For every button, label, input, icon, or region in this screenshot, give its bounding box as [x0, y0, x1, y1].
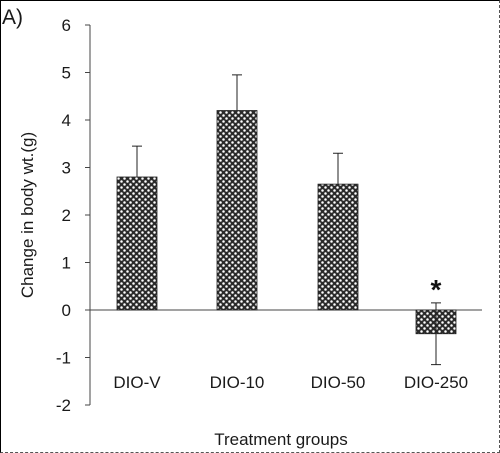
- y-tick-label: -2: [56, 396, 71, 415]
- bar: [216, 110, 258, 311]
- y-tick-label: 2: [62, 206, 71, 225]
- bars-group: DIO-V DIO-10 DIO-50 * DIO-250: [113, 74, 468, 392]
- y-tick-label: 5: [62, 64, 71, 83]
- bar: [116, 176, 158, 311]
- y-tick-label: 4: [62, 111, 71, 130]
- x-tick-label: DIO-10: [210, 373, 265, 392]
- panel-label: A): [2, 6, 23, 29]
- x-axis-title: Treatment groups: [214, 430, 348, 449]
- y-tick-label: 1: [62, 254, 71, 273]
- y-tick-label: 6: [62, 16, 71, 35]
- y-tick-label: -1: [56, 349, 71, 368]
- axes-group: -2 -1 0 1 2 3 4 5 6: [56, 16, 482, 415]
- y-axis-title: Change in body wt.(g): [18, 132, 37, 298]
- bar: [317, 183, 359, 311]
- y-tick-label: 3: [62, 159, 71, 178]
- x-tick-label: DIO-50: [311, 373, 366, 392]
- x-tick-label: DIO-250: [404, 373, 468, 392]
- significance-marker: *: [431, 274, 442, 305]
- y-tick-label: 0: [62, 301, 71, 320]
- x-tick-label: DIO-V: [113, 373, 161, 392]
